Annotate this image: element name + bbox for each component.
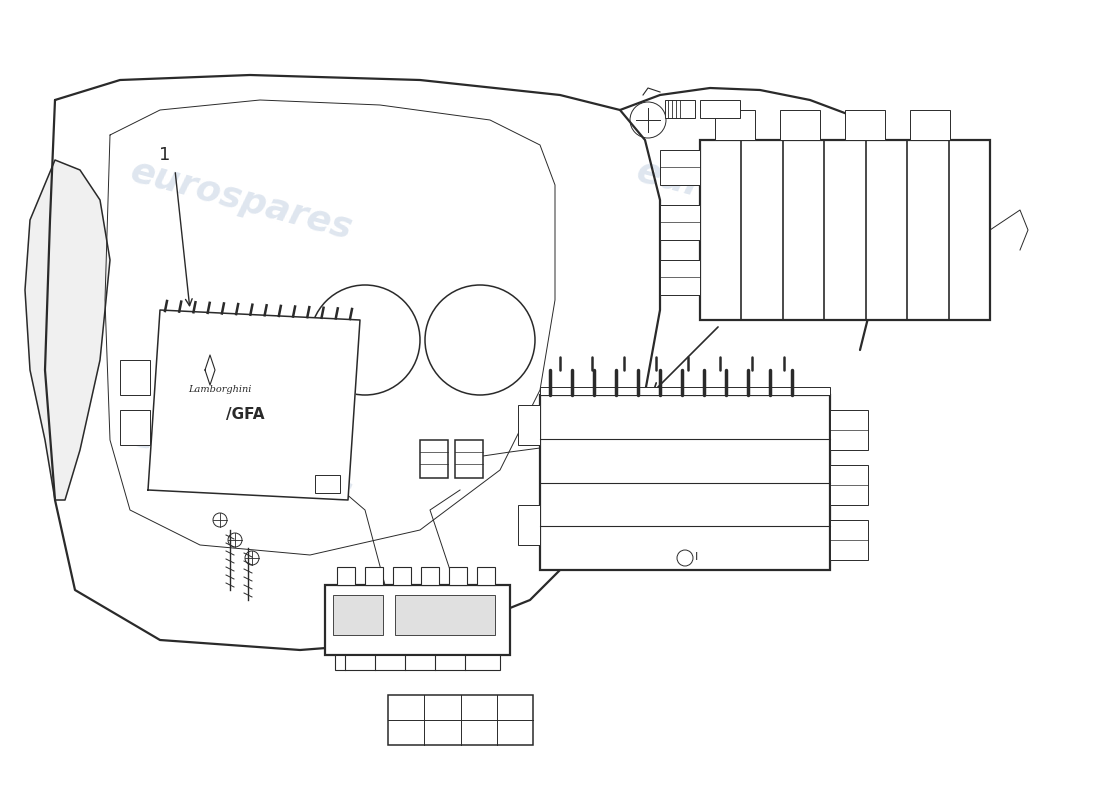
Bar [700, 100, 740, 118]
Bar [660, 260, 700, 295]
Bar [120, 360, 150, 395]
Bar [477, 567, 495, 585]
Polygon shape [25, 160, 110, 500]
Bar [540, 395, 830, 570]
Bar [830, 465, 868, 505]
Bar [393, 567, 411, 585]
Bar [830, 410, 868, 450]
Bar [420, 440, 448, 478]
Bar [333, 595, 383, 635]
Bar [455, 440, 483, 478]
Bar [910, 110, 950, 140]
Bar [395, 595, 495, 635]
Text: I: I [695, 552, 698, 562]
Bar [660, 150, 700, 185]
Bar [315, 475, 340, 493]
Bar [336, 655, 500, 670]
Bar [388, 695, 534, 745]
Bar [845, 110, 886, 140]
Bar [337, 567, 355, 585]
Bar [700, 140, 990, 320]
Text: Lamborghini: Lamborghini [188, 386, 252, 394]
Bar [830, 520, 868, 560]
Bar [449, 567, 468, 585]
Bar [518, 405, 540, 445]
Bar [666, 100, 695, 118]
Text: eurospares: eurospares [568, 418, 796, 510]
Bar [715, 110, 755, 140]
Text: 1: 1 [160, 146, 170, 164]
Bar [324, 585, 510, 655]
Text: eurospares: eurospares [128, 154, 356, 246]
Polygon shape [205, 355, 214, 385]
Text: /GFA: /GFA [226, 407, 264, 422]
Bar [365, 567, 383, 585]
Bar [518, 505, 540, 545]
Bar [120, 410, 150, 445]
Bar [540, 387, 830, 395]
Bar [421, 567, 439, 585]
Text: eurospares: eurospares [634, 154, 862, 246]
Polygon shape [148, 310, 360, 500]
Bar [660, 205, 700, 240]
Bar [780, 110, 820, 140]
Text: eurospares: eurospares [128, 418, 356, 510]
